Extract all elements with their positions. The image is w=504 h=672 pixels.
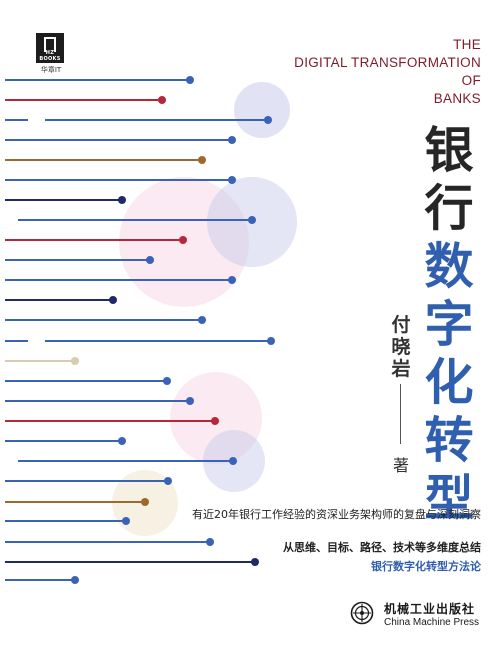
cmp-emblem-icon bbox=[350, 601, 374, 625]
decor-dot bbox=[141, 498, 149, 506]
decor-dot bbox=[228, 276, 236, 284]
decor-dot bbox=[198, 156, 206, 164]
decorative-circles bbox=[112, 82, 297, 536]
author-char: 晓 bbox=[391, 336, 411, 358]
decor-dot bbox=[186, 397, 194, 405]
decor-dot bbox=[179, 236, 187, 244]
logo-mark: HZ BOOKS bbox=[39, 50, 61, 62]
decor-dot bbox=[198, 316, 206, 324]
decor-dot bbox=[146, 256, 154, 264]
decor-dot bbox=[118, 196, 126, 204]
decor-dot bbox=[109, 296, 117, 304]
decor-dot bbox=[228, 136, 236, 144]
title-char: 数 bbox=[424, 238, 474, 295]
decor-dot bbox=[158, 96, 166, 104]
decor-dot bbox=[163, 377, 171, 385]
title-char: 转 bbox=[424, 412, 474, 469]
decor-dot bbox=[251, 558, 259, 566]
publisher: 机械工业出版社 China Machine Press bbox=[350, 597, 490, 637]
decor-dot bbox=[229, 457, 237, 465]
tagline-methodology: 银行数字化转型方法论 bbox=[371, 560, 481, 573]
decor-circle bbox=[234, 82, 290, 138]
author-char: 付 bbox=[391, 314, 411, 336]
author-divider bbox=[400, 384, 401, 444]
author-name: 付 晓 岩 bbox=[389, 314, 413, 380]
title-char: 银 bbox=[424, 122, 474, 179]
decor-dot bbox=[164, 477, 172, 485]
tagline-insight: 有近20年银行工作经验的资深业务架构师的复盘与深刻洞察 bbox=[192, 508, 481, 521]
decorative-lines bbox=[5, 76, 275, 584]
decor-dot bbox=[118, 437, 126, 445]
author-char: 岩 bbox=[391, 358, 411, 380]
decor-dot bbox=[122, 517, 130, 525]
author-role: 著 bbox=[392, 456, 409, 475]
title-char: 字 bbox=[424, 296, 474, 353]
logo-caption: 华章IT bbox=[40, 66, 62, 74]
publisher-name-en: China Machine Press bbox=[384, 617, 480, 628]
english-title: THE DIGITAL TRANSFORMATION OF BANKS bbox=[261, 36, 481, 108]
title-char: 行 bbox=[424, 180, 474, 237]
english-title-line: OF bbox=[461, 73, 481, 88]
chinese-title: 银 行 数 字 化 转 型 bbox=[418, 122, 480, 528]
hz-books-logo-icon: HZ BOOKS bbox=[36, 33, 64, 63]
title-char: 型 bbox=[424, 470, 474, 527]
title-char: 化 bbox=[424, 354, 474, 411]
decor-dot bbox=[206, 538, 214, 546]
decor-dot bbox=[264, 116, 272, 124]
tagline-summary: 从思维、目标、路径、技术等多维度总结 bbox=[283, 541, 481, 554]
decor-dot bbox=[71, 576, 79, 584]
decor-dot bbox=[211, 417, 219, 425]
decor-dot bbox=[71, 357, 79, 365]
decor-dot bbox=[248, 216, 256, 224]
english-title-line: BANKS bbox=[433, 91, 481, 106]
decor-dot bbox=[186, 76, 194, 84]
decor-dot bbox=[267, 337, 275, 345]
publisher-name-cn: 机械工业出版社 bbox=[384, 602, 476, 616]
english-title-line: THE bbox=[453, 37, 481, 52]
english-title-line: DIGITAL TRANSFORMATION bbox=[294, 55, 481, 70]
decor-dot bbox=[228, 176, 236, 184]
